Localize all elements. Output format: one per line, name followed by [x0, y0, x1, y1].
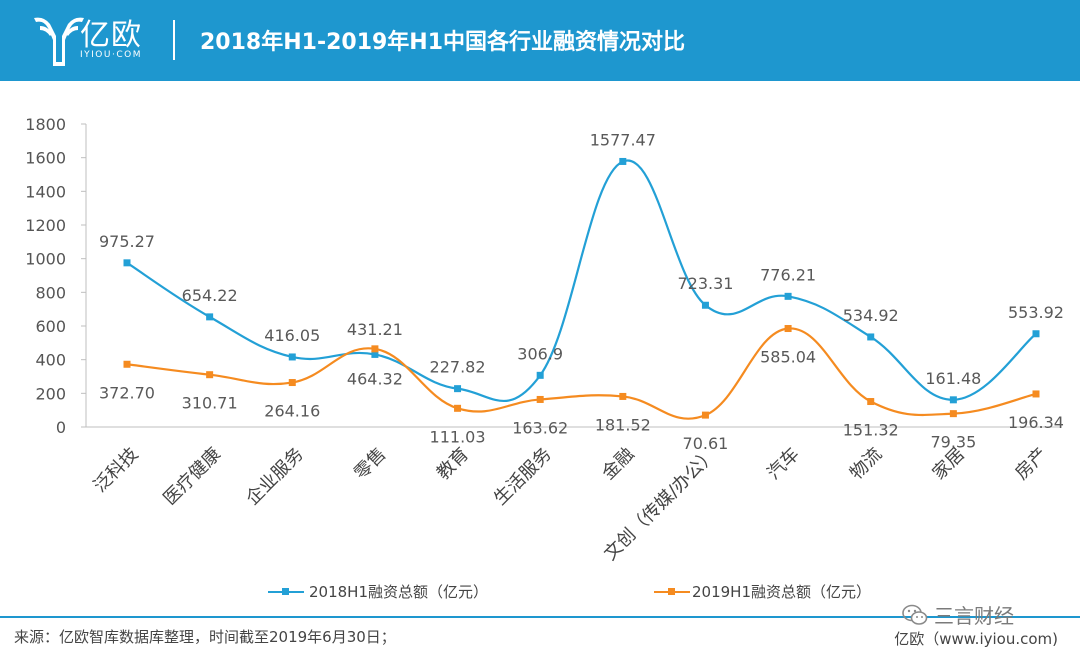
data-point-2018: [949, 396, 957, 404]
data-label-2018: 553.92: [1008, 303, 1064, 322]
data-label-2018: 723.31: [677, 274, 733, 293]
logo-text: 亿欧: [80, 18, 142, 53]
wechat-icon: [902, 604, 928, 625]
data-point-2019: [784, 325, 792, 333]
y-tick-label: 200: [35, 384, 66, 403]
data-label-2019: 111.03: [430, 427, 486, 446]
legend-marker-2018: [282, 588, 289, 595]
data-point-2018: [371, 350, 379, 358]
data-label-2018: 416.05: [264, 326, 320, 345]
data-label-2018: 1577.47: [590, 130, 656, 149]
data-point-2018: [1032, 330, 1040, 338]
data-point-2019: [1032, 390, 1040, 398]
data-label-2019: 464.32: [347, 369, 403, 388]
data-point-2018: [454, 385, 462, 393]
data-label-2019: 151.32: [843, 421, 899, 440]
x-tick-label: 泛科技: [90, 444, 143, 497]
header-bar: 亿欧 IYIOU·COM 2018年H1-2019年H1中国各行业融资情况对比: [0, 0, 1080, 81]
x-tick-label: 医疗健康: [159, 444, 225, 510]
data-point-2018: [206, 313, 214, 321]
data-point-2018: [536, 371, 544, 379]
x-tick-label: 教育: [433, 444, 473, 484]
legend-label-2018: 2018H1融资总额（亿元）: [309, 583, 488, 601]
y-tick-label: 1000: [25, 250, 66, 269]
data-label-2019: 264.16: [264, 402, 320, 421]
y-axis: 0 200 400 600 800 1000 1200 1400 1600 1800: [25, 115, 87, 437]
watermark-text: 三言财经: [934, 604, 1014, 628]
x-tick-label: 汽车: [763, 444, 803, 484]
data-label-2019: 79.35: [930, 433, 976, 452]
series-group: [123, 157, 1040, 420]
data-point-2019: [701, 411, 709, 419]
y-tick-label: 0: [56, 418, 66, 437]
y-tick-label: 800: [35, 283, 66, 302]
data-label-2018: 776.21: [760, 265, 816, 284]
data-label-2018: 227.82: [430, 358, 486, 377]
data-point-2019: [288, 379, 296, 387]
x-tick-label: 零售: [350, 444, 390, 484]
data-point-2018: [288, 353, 296, 361]
y-tick-label: 400: [35, 351, 66, 370]
y-tick-label: 1400: [25, 182, 66, 201]
credit-note: 亿欧（www.iyiou.com): [894, 630, 1058, 648]
data-labels: 975.27 654.22 416.05 431.21 227.82 306.9 1577.…: [99, 130, 1064, 453]
data-label-2019: 70.61: [683, 434, 729, 453]
data-label-2018: 654.22: [182, 286, 238, 305]
data-label-2018: 431.21: [347, 320, 403, 339]
data-point-2019: [536, 395, 544, 403]
legend: 2018H1融资总额（亿元） 2019H1融资总额（亿元）: [268, 583, 871, 601]
x-tick-label: 房产: [1011, 444, 1051, 484]
data-label-2018: 161.48: [925, 369, 981, 388]
footer-divider: [0, 616, 1080, 618]
data-point-2019: [949, 410, 957, 418]
data-point-2018: [619, 157, 627, 165]
data-point-2019: [454, 404, 462, 412]
data-point-2018: [123, 259, 131, 267]
x-tick-label: 金融: [598, 444, 638, 484]
legend-marker-2019: [668, 588, 675, 595]
header-divider: [173, 20, 175, 60]
series-line-2018: [126, 159, 1037, 403]
data-label-2019: 163.62: [512, 418, 568, 437]
data-label-2019: 196.34: [1008, 413, 1064, 432]
data-label-2018: 534.92: [843, 306, 899, 325]
y-tick-label: 1600: [25, 149, 66, 168]
logo-subtext: IYIOU·COM: [80, 50, 142, 60]
data-point-2018: [701, 301, 709, 309]
x-tick-label: 企业服务: [242, 444, 308, 510]
watermark: 三言财经: [902, 600, 1014, 629]
data-point-2018: [784, 292, 792, 300]
data-label-2019: 310.71: [182, 394, 238, 413]
data-point-2019: [206, 371, 214, 379]
data-point-2019: [867, 398, 875, 406]
data-label-2018: 975.27: [99, 232, 155, 251]
source-note: 来源：亿欧智库数据库整理，时间截至2019年6月30日；: [14, 628, 396, 646]
data-point-2019: [619, 392, 627, 400]
yiou-logo-icon: [34, 17, 84, 67]
data-label-2019: 372.70: [99, 383, 155, 402]
data-point-2019: [371, 345, 379, 353]
data-label-2018: 306.9: [517, 344, 563, 363]
data-point-2019: [123, 360, 131, 368]
data-label-2019: 585.04: [760, 348, 816, 367]
y-tick-label: 1800: [25, 115, 66, 134]
line-chart: 0 200 400 600 800 1000 1200 1400 1600 1800 泛科技 医疗健…: [25, 115, 1064, 601]
y-tick-label: 1200: [25, 216, 66, 235]
y-tick-label: 600: [35, 317, 66, 336]
data-label-2019: 181.52: [595, 415, 651, 434]
page-title: 2018年H1-2019年H1中国各行业融资情况对比: [200, 30, 686, 55]
x-tick-label: 物流: [846, 444, 886, 484]
legend-label-2019: 2019H1融资总额（亿元）: [692, 583, 871, 601]
x-tick-label: 生活服务: [490, 444, 556, 510]
data-point-2018: [867, 333, 875, 341]
